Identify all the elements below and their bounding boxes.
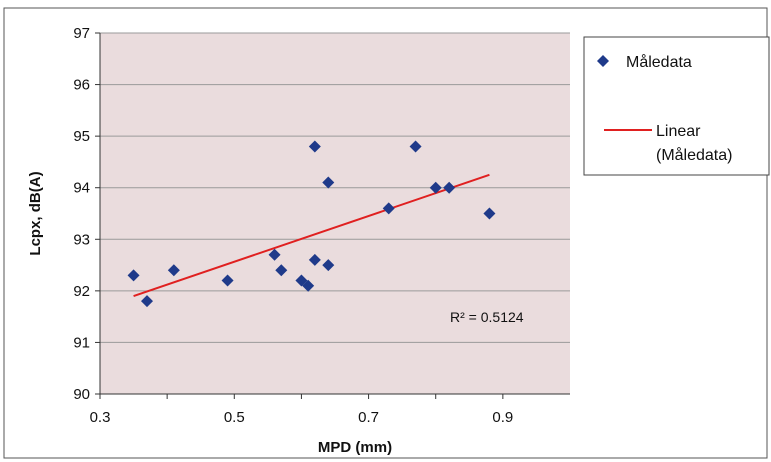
x-tick-label: 0.5: [224, 409, 245, 426]
legend-box: [583, 36, 770, 176]
trendline: [133, 173, 490, 297]
y-tick-label: 95: [73, 128, 90, 145]
y-tick-label: 94: [73, 180, 90, 197]
data-point: [275, 264, 288, 277]
y-tick-label: 90: [73, 386, 90, 403]
data-point: [429, 181, 442, 194]
data-point: [443, 181, 456, 194]
plot-area: [100, 33, 570, 394]
y-tick-label: 91: [73, 334, 90, 351]
legend: Måledata Linear (Måledata): [583, 36, 770, 176]
y-axis-title: Lcpx, dB(A): [27, 171, 44, 255]
data-point: [308, 253, 321, 266]
legend-diamond-icon: [597, 55, 609, 67]
y-tick-label: 92: [73, 283, 90, 300]
legend-series-label: Måledata: [626, 53, 692, 71]
data-point: [308, 140, 321, 153]
x-tick-label: 0.3: [90, 409, 111, 426]
x-tick-label: 0.7: [358, 409, 379, 426]
data-point: [141, 295, 153, 308]
x-axis-title: MPD (mm): [318, 439, 392, 456]
axes: [99, 33, 570, 395]
x-tick-labels: 0.3 0.5 0.7 0.9: [90, 394, 513, 426]
data-point: [483, 207, 496, 220]
y-tick-label: 97: [73, 25, 90, 42]
data-point: [382, 202, 395, 215]
data-points: [127, 140, 496, 308]
data-point: [322, 259, 335, 272]
data-point: [221, 274, 234, 287]
data-point: [322, 176, 335, 189]
r-squared-annotation: R² = 0.5124: [450, 309, 524, 325]
data-point: [302, 279, 315, 292]
data-point: [268, 248, 281, 261]
x-tick-label: 0.9: [492, 409, 513, 426]
chart-frame: [3, 7, 768, 459]
y-tick-label: 93: [73, 231, 90, 248]
data-point: [409, 140, 422, 153]
y-tick-label: 96: [73, 77, 90, 94]
trendline-group: [133, 173, 490, 297]
legend-trendline-label: Linear (Måledata): [656, 123, 732, 164]
y-tick-labels: 90 91 92 93 94 95 96 97: [73, 25, 90, 403]
data-point: [167, 264, 180, 277]
data-point: [127, 269, 140, 282]
